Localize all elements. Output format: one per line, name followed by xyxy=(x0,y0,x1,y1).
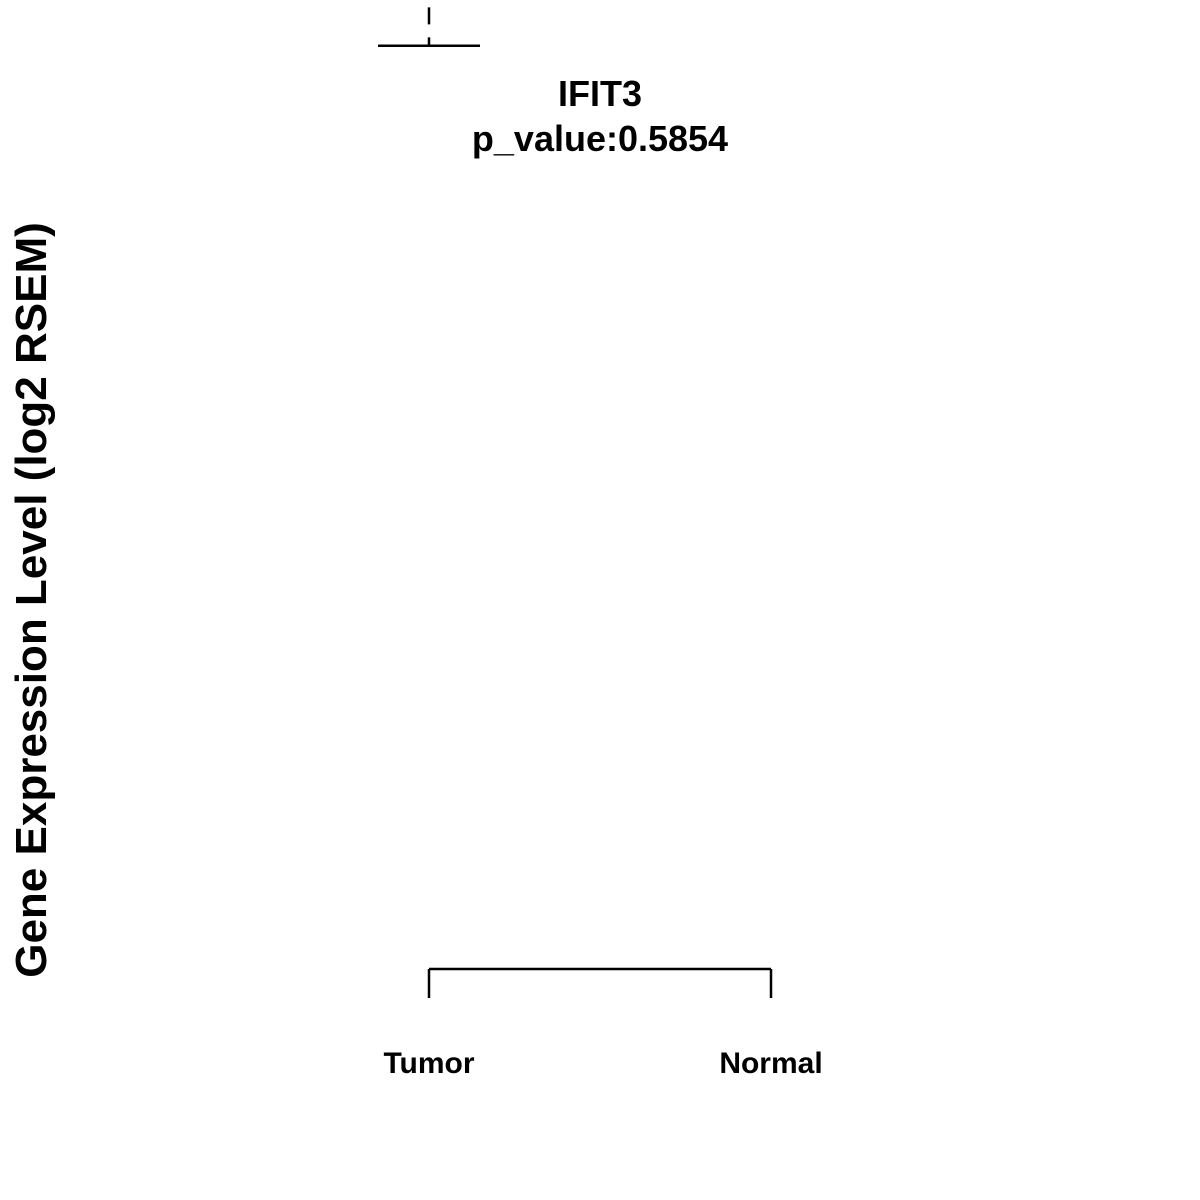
x-tick-label-tumor: Tumor xyxy=(383,1047,474,1080)
x-tick-label-normal: Normal xyxy=(719,1047,822,1080)
chart-subtitle: p_value:0.5854 xyxy=(472,118,728,159)
boxes-group xyxy=(378,0,480,47)
chart-title: IFIT3 xyxy=(558,73,642,114)
x-axis: Tumor Normal xyxy=(383,967,823,1080)
box-tumor xyxy=(378,0,480,47)
y-axis-label: Gene Expression Level (log2 RSEM) xyxy=(7,222,56,978)
